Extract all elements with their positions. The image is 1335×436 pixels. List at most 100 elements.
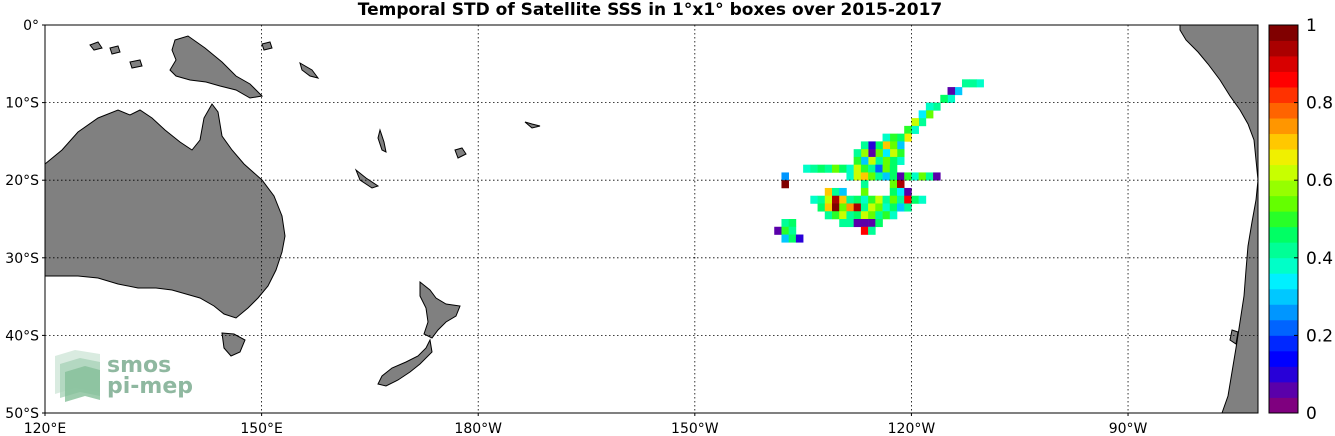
colorbar-segment	[1269, 366, 1298, 383]
data-cell	[889, 211, 898, 220]
data-cell	[839, 203, 847, 212]
data-cell	[860, 180, 869, 189]
colorbar-segment	[1269, 335, 1298, 352]
data-cell	[860, 219, 869, 228]
smos-pi-mep-logo: smos pi-mep	[55, 350, 193, 402]
landmass-small-island-2	[109, 45, 121, 55]
data-cell	[853, 164, 862, 173]
data-cell	[868, 203, 876, 212]
data-cell	[824, 195, 833, 204]
landmass-new-zealand-south	[377, 338, 433, 387]
landmass-south-america	[1179, 24, 1259, 181]
data-cell	[839, 219, 847, 228]
data-cell	[832, 211, 840, 220]
colorbar-tick-label: 0.2	[1306, 326, 1333, 346]
landmass-tasmania	[221, 332, 246, 357]
data-cell	[860, 149, 869, 158]
data-cell	[824, 187, 833, 197]
latitude-tick-label: 30°S	[5, 251, 39, 267]
colorbar-segment	[1269, 195, 1298, 212]
colorbar-segments	[1269, 25, 1298, 414]
landmass-small-island-6	[1229, 329, 1239, 345]
data-cell	[896, 149, 905, 158]
data-cell	[781, 226, 789, 235]
colorbar-segment	[1269, 133, 1298, 150]
data-cell	[781, 219, 789, 228]
data-cell	[860, 226, 869, 235]
logo-text-smos: smos	[107, 353, 171, 378]
data-cell	[860, 195, 869, 204]
data-cell	[875, 211, 883, 220]
colorbar-segment	[1269, 397, 1298, 414]
data-cell	[889, 195, 898, 204]
data-cell	[868, 172, 876, 181]
data-cell	[904, 125, 912, 134]
data-cell	[896, 203, 905, 212]
data-cell	[817, 203, 826, 212]
data-cell	[846, 164, 854, 173]
colorbar-segment	[1269, 164, 1298, 181]
data-cell	[860, 172, 869, 181]
map-area	[44, 24, 1259, 414]
data-cell	[882, 211, 891, 220]
data-cell	[875, 141, 883, 150]
data-cell	[817, 164, 826, 173]
longitude-tick-label: 180°W	[454, 421, 502, 436]
data-cell	[976, 79, 984, 88]
data-cell	[882, 149, 891, 158]
colorbar-segment	[1269, 304, 1298, 321]
data-cell	[860, 156, 869, 165]
data-cell	[774, 226, 782, 235]
colorbar-segment	[1269, 288, 1298, 305]
colorbar-segment	[1269, 211, 1298, 228]
map-frame	[44, 24, 1259, 414]
data-cell	[889, 133, 898, 142]
data-cell	[875, 203, 883, 212]
land-masses	[44, 24, 1259, 414]
data-cell	[882, 203, 891, 212]
data-cell	[889, 156, 898, 165]
data-cell	[839, 211, 847, 220]
data-cell	[860, 211, 869, 220]
data-cell	[832, 203, 840, 212]
data-cell	[911, 118, 919, 127]
colorbar-tick-label: 0.8	[1306, 94, 1333, 114]
map-title: Temporal STD of Satellite SSS in 1°x1° b…	[358, 0, 943, 20]
data-cell	[860, 141, 869, 150]
data-cell	[853, 211, 862, 220]
data-cell	[918, 195, 927, 204]
data-cell	[911, 172, 919, 181]
data-cell	[846, 172, 854, 181]
data-cell	[853, 149, 862, 158]
data-cell	[817, 195, 826, 204]
data-cell	[781, 234, 789, 243]
data-cell	[969, 79, 977, 88]
longitude-tick-label: 150°W	[671, 421, 719, 436]
data-cell	[868, 164, 876, 173]
latitude-tick-labels: 0° 10°S 20°S 30°S 40°S 50°S	[5, 18, 45, 422]
landmass-new-guinea	[169, 35, 264, 99]
latitude-tick-label: 0°	[23, 18, 39, 34]
data-cell	[846, 203, 854, 212]
landmass-australia	[44, 103, 286, 319]
data-cell	[896, 141, 905, 150]
landmass-fiji	[454, 147, 467, 159]
data-cell	[918, 118, 927, 127]
data-cell	[925, 102, 934, 111]
colorbar-segment	[1269, 226, 1298, 243]
longitude-tick-labels: 120°E 150°E 180°W 150°W 120°W 90°W	[24, 413, 1148, 436]
data-cell	[954, 87, 963, 96]
colorbar-tick-label: 0.6	[1306, 171, 1333, 191]
data-cell	[860, 164, 869, 173]
data-cell	[846, 195, 854, 204]
colorbar-segment	[1269, 381, 1298, 398]
data-cell	[868, 211, 876, 220]
data-cell	[933, 102, 941, 111]
data-cell	[824, 211, 833, 220]
latitude-tick-label: 10°S	[5, 96, 39, 112]
data-cell	[918, 110, 927, 119]
data-cell	[904, 195, 912, 204]
data-cell	[889, 187, 898, 197]
data-cell	[839, 195, 847, 204]
